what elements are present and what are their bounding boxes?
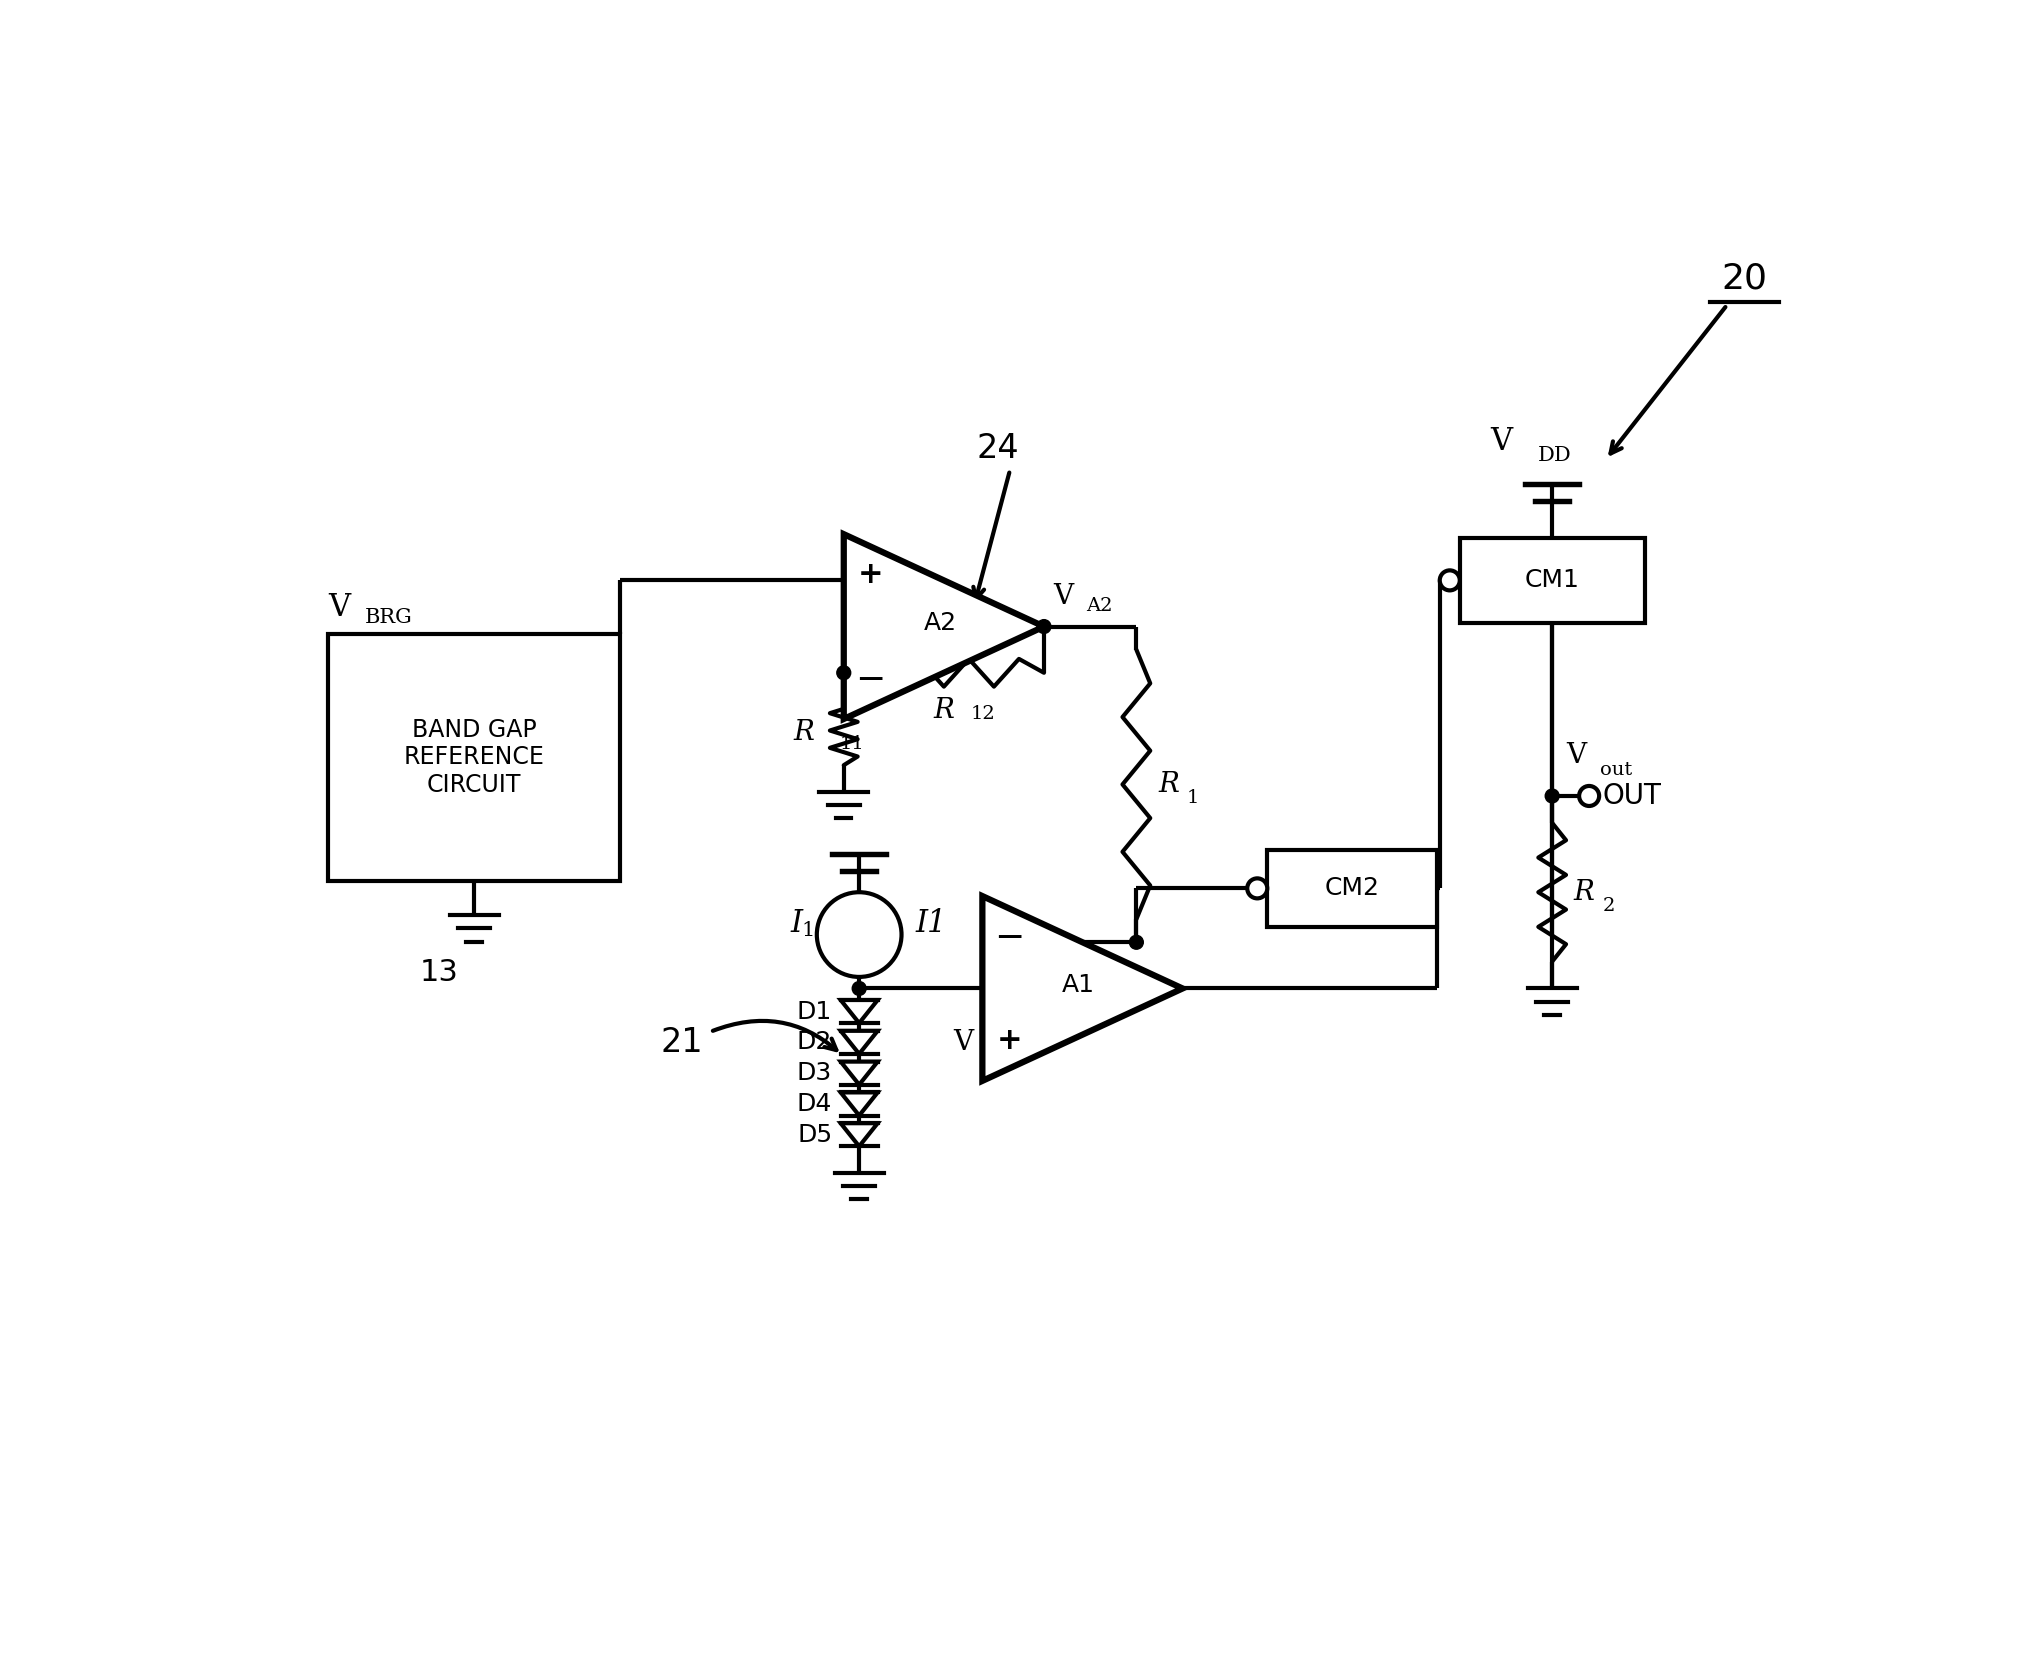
Text: I1: I1 bbox=[915, 907, 947, 939]
Text: −: − bbox=[994, 922, 1024, 955]
Text: 1: 1 bbox=[801, 922, 815, 940]
Text: BRG: BRG bbox=[365, 607, 412, 627]
Polygon shape bbox=[842, 1062, 878, 1084]
Text: V: V bbox=[1053, 582, 1073, 609]
Circle shape bbox=[1545, 790, 1560, 803]
Text: 12: 12 bbox=[971, 704, 996, 723]
Text: +: + bbox=[996, 1026, 1022, 1056]
Circle shape bbox=[1036, 619, 1051, 634]
Text: R: R bbox=[793, 719, 815, 746]
Circle shape bbox=[852, 982, 866, 995]
Bar bbox=[329, 634, 621, 880]
Text: BAND GAP
REFERENCE
CIRCUIT: BAND GAP REFERENCE CIRCUIT bbox=[404, 718, 546, 798]
Text: 2: 2 bbox=[1602, 897, 1614, 915]
Text: D4: D4 bbox=[797, 1092, 831, 1116]
Circle shape bbox=[1440, 570, 1460, 591]
Text: V: V bbox=[1566, 743, 1586, 770]
Text: D3: D3 bbox=[797, 1061, 831, 1086]
Text: 24: 24 bbox=[975, 432, 1020, 465]
Text: A1: A1 bbox=[1063, 972, 1095, 997]
Text: 21: 21 bbox=[661, 1026, 704, 1059]
Text: D: D bbox=[992, 1042, 1008, 1061]
Text: 11: 11 bbox=[840, 734, 864, 753]
Text: D1: D1 bbox=[797, 999, 831, 1024]
Text: D2: D2 bbox=[797, 1031, 831, 1054]
Text: V: V bbox=[1491, 427, 1513, 457]
Polygon shape bbox=[982, 897, 1182, 1081]
Text: DD: DD bbox=[1539, 447, 1572, 465]
Text: R: R bbox=[933, 698, 955, 724]
Text: 1: 1 bbox=[1186, 790, 1199, 808]
Circle shape bbox=[1247, 878, 1268, 898]
Polygon shape bbox=[842, 1031, 878, 1054]
Text: A2: A2 bbox=[923, 611, 957, 634]
Polygon shape bbox=[842, 1123, 878, 1146]
Circle shape bbox=[1130, 935, 1144, 949]
Text: CM1: CM1 bbox=[1525, 569, 1580, 592]
Text: R: R bbox=[1574, 878, 1594, 905]
Polygon shape bbox=[842, 1092, 878, 1116]
Polygon shape bbox=[844, 534, 1044, 719]
Circle shape bbox=[838, 666, 850, 679]
Bar bbox=[1460, 539, 1645, 622]
Text: 20: 20 bbox=[1722, 261, 1768, 296]
Bar bbox=[1268, 850, 1436, 927]
Text: −: − bbox=[856, 664, 886, 698]
Text: 13: 13 bbox=[420, 957, 458, 987]
Text: R: R bbox=[1158, 771, 1178, 798]
Text: V: V bbox=[953, 1029, 973, 1056]
Text: A2: A2 bbox=[1087, 597, 1113, 616]
Circle shape bbox=[1580, 786, 1600, 806]
Text: I: I bbox=[791, 907, 803, 939]
Circle shape bbox=[817, 892, 902, 977]
Text: out: out bbox=[1600, 761, 1633, 780]
Text: D5: D5 bbox=[797, 1123, 831, 1146]
Text: CM2: CM2 bbox=[1324, 877, 1379, 900]
Text: +: + bbox=[858, 560, 884, 589]
Text: OUT: OUT bbox=[1602, 781, 1661, 810]
Text: V: V bbox=[329, 592, 351, 622]
Polygon shape bbox=[842, 1000, 878, 1024]
